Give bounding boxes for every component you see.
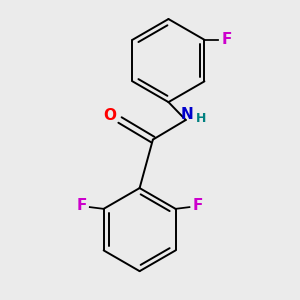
Text: F: F — [76, 199, 87, 214]
Text: F: F — [221, 32, 232, 47]
Text: F: F — [192, 199, 203, 214]
Text: N: N — [181, 107, 194, 122]
Text: H: H — [196, 112, 206, 125]
Text: O: O — [103, 108, 116, 123]
